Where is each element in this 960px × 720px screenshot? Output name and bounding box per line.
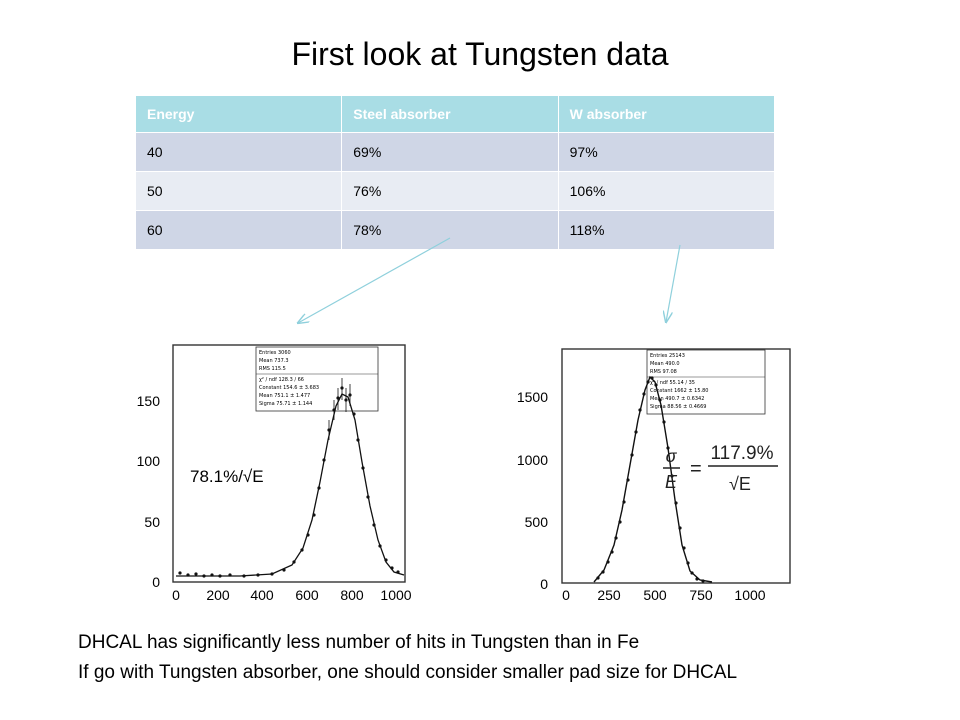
formula-sigma: σ [666, 446, 678, 466]
table-cell: 60 [134, 210, 343, 250]
right-ytick-label: 1500 [517, 389, 548, 405]
table-cell: 50 [134, 171, 343, 211]
left-stats-row: RMS 115.5 [259, 366, 286, 372]
left-xtick-label: 600 [295, 587, 319, 603]
left-ytick-label: 150 [137, 393, 161, 409]
formula-energy: E [665, 472, 678, 492]
left-stats-row: Mean 751.1 ± 1.477 [259, 393, 310, 399]
header-steel-absorber: Steel absorber [341, 95, 559, 133]
left-resolution-label: 78.1%/√E [190, 467, 264, 486]
right-xtick-label: 500 [643, 587, 667, 603]
left-ytick-label: 0 [152, 574, 160, 590]
left-ytick-label: 100 [137, 453, 161, 469]
table-cell: 118% [557, 210, 776, 250]
right-histogram: 1500 1000 500 0 0 250 500 750 1000 Entri… [517, 348, 791, 603]
right-stats-row: Mean 490.0 [650, 361, 680, 367]
right-xtick-label: 250 [597, 587, 621, 603]
left-data-points [178, 378, 400, 578]
table-header-row: Energy Steel absorber W absorber [134, 95, 776, 133]
table-cell: 106% [557, 171, 776, 211]
right-xtick-label: 750 [689, 587, 713, 603]
left-xtick-label: 200 [206, 587, 230, 603]
table-cell: 40 [134, 132, 343, 172]
left-xtick-label: 800 [340, 587, 364, 603]
arrow-to-right-plot [666, 244, 681, 322]
left-stats-row: Entries 3060 [259, 350, 291, 356]
right-stats-row: Sigma 88.56 ± 0.4669 [650, 404, 706, 410]
right-ytick-label: 500 [525, 514, 549, 530]
table-cell: 97% [557, 132, 776, 172]
left-xtick-label: 0 [172, 587, 180, 603]
formula-percentage: 117.9% [710, 443, 773, 464]
formula-equals: = [690, 458, 702, 480]
right-stats-row: Constant 1662 ± 15.80 [650, 388, 708, 394]
right-ytick-label: 1000 [517, 452, 548, 468]
results-table: Energy Steel absorber W absorber 40 69% … [134, 95, 776, 250]
table-row: 40 69% 97% [134, 132, 776, 172]
caption-line: If go with Tungsten absorber, one should… [78, 662, 738, 683]
right-stats-row: χ² / ndf 55.14 / 35 [650, 380, 695, 386]
table-cell: 69% [341, 132, 559, 172]
formula-sqrt-energy: √E [729, 474, 751, 494]
left-fit-curve [176, 393, 405, 577]
caption-line: DHCAL has significantly less number of h… [78, 632, 640, 653]
left-xtick-label: 1000 [380, 587, 411, 603]
right-xtick-label: 1000 [734, 587, 765, 603]
table-row: 60 78% 118% [134, 210, 776, 250]
left-stats-row: Mean 737.3 [259, 358, 289, 364]
right-data-points [596, 376, 705, 583]
slide-title: First look at Tungsten data [291, 36, 669, 72]
header-energy: Energy [134, 95, 343, 133]
right-stats-box: Entries 25143 Mean 490.0 RMS 97.08 χ² / … [646, 349, 766, 415]
right-ytick-label: 0 [540, 576, 548, 592]
right-resolution-formula: σ E = 117.9% √E [663, 443, 778, 494]
left-stats-row: χ² / ndf 128.3 / 66 [259, 377, 304, 383]
left-stats-row: Constant 154.6 ± 3.683 [259, 385, 319, 391]
left-histogram: 150 100 50 0 0 200 400 600 800 1000 Entr… [137, 344, 412, 603]
header-w-absorber: W absorber [557, 95, 776, 133]
right-stats-row: Entries 25143 [650, 353, 685, 359]
table-row: 50 76% 106% [134, 171, 776, 211]
right-stats-row: RMS 97.08 [650, 369, 677, 375]
right-xtick-label: 0 [562, 587, 570, 603]
table-cell: 76% [341, 171, 559, 211]
left-stats-box: Entries 3060 Mean 737.3 RMS 115.5 χ² / n… [255, 346, 379, 412]
table-cell: 78% [341, 210, 559, 250]
left-xtick-label: 400 [250, 587, 274, 603]
left-stats-row: Sigma 75.71 ± 1.144 [259, 401, 312, 407]
caption: DHCAL has significantly less number of h… [78, 628, 737, 688]
left-ytick-label: 50 [144, 514, 160, 530]
right-stats-row: Mean 490.7 ± 0.6342 [650, 396, 704, 402]
arrow-to-left-plot [298, 237, 451, 323]
